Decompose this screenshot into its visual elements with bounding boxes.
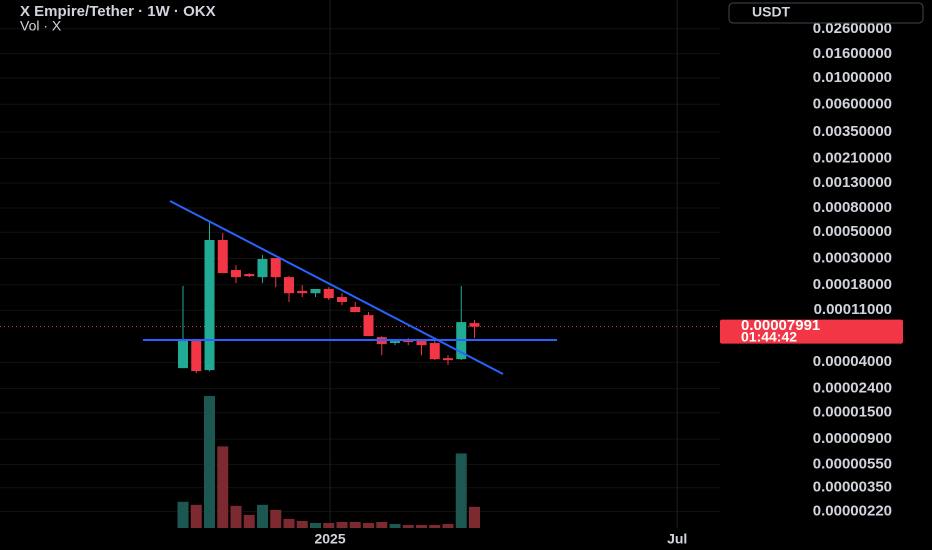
candle-body xyxy=(416,341,427,346)
x-tick-label: Jul xyxy=(667,531,687,547)
volume-bar xyxy=(283,518,295,528)
volume-pane xyxy=(177,396,480,528)
candle-body xyxy=(390,341,400,344)
descending-trendline xyxy=(169,200,504,375)
y-tick-label: 0.00350000 xyxy=(813,123,892,140)
volume-bar xyxy=(217,446,229,528)
currency-label[interactable]: USDT xyxy=(752,4,791,20)
candle-body xyxy=(403,340,414,343)
grid xyxy=(0,0,720,528)
y-tick-label: 0.00000350 xyxy=(813,479,892,496)
y-tick-label: 0.00018000 xyxy=(813,276,892,293)
candle-body xyxy=(469,323,480,327)
volume-bar xyxy=(296,520,308,528)
candle-body xyxy=(178,341,188,369)
y-tick-label: 0.00001500 xyxy=(813,404,892,421)
chart-title: X Empire/Tether · 1W · OKX xyxy=(20,3,216,20)
candle-body xyxy=(257,259,268,278)
volume-bar xyxy=(336,521,348,528)
price-axis: 0.02600000 0.01600000 0.01000000 0.00600000… xyxy=(314,20,903,547)
volume-bar xyxy=(455,453,467,528)
volume-bar xyxy=(177,501,189,528)
volume-bar xyxy=(429,524,441,528)
volume-legend: Vol · X xyxy=(20,18,62,34)
bar-countdown: 01:44:42 xyxy=(741,328,797,344)
last-price-box xyxy=(720,319,903,344)
candle-body xyxy=(323,289,334,299)
currency-button[interactable] xyxy=(728,2,924,24)
y-tick-label: 0.00210000 xyxy=(813,149,892,166)
volume-bar xyxy=(376,521,388,528)
candle-body xyxy=(443,358,453,361)
volume-bar xyxy=(323,522,335,528)
candle-body xyxy=(310,289,321,294)
candle-body xyxy=(244,274,255,277)
volume-bar xyxy=(190,504,202,528)
volume-bar xyxy=(469,506,480,528)
candle-body xyxy=(337,297,347,302)
y-tick-label: 0.00030000 xyxy=(813,250,892,267)
y-tick-label: 0.01000000 xyxy=(813,69,892,86)
y-tick-label: 0.00000550 xyxy=(813,455,892,472)
volume-bar xyxy=(230,505,242,528)
candle-body xyxy=(270,258,281,278)
volume-bar xyxy=(204,396,215,528)
last-price-label: 0.00007991 xyxy=(741,317,820,334)
volume-bar xyxy=(349,521,361,528)
y-tick-label: 0.00000900 xyxy=(813,430,892,447)
volume-bar xyxy=(402,524,414,528)
y-tick-label: 0.00600000 xyxy=(813,95,892,112)
candle-body xyxy=(284,277,294,294)
y-tick-label: 0.00000220 xyxy=(813,503,892,520)
y-tick-label: 0.01600000 xyxy=(813,45,892,62)
volume-bar xyxy=(243,514,255,528)
y-tick-label: 0.00080000 xyxy=(813,199,892,216)
volume-bar xyxy=(363,522,374,528)
volume-bar xyxy=(270,509,282,528)
volume-bar xyxy=(389,523,401,528)
candle-body xyxy=(297,290,308,294)
candle-body xyxy=(429,343,440,360)
y-tick-label: 0.00004000 xyxy=(813,353,892,370)
y-tick-label: 0.02600000 xyxy=(813,20,892,37)
y-tick-label: 0.00011000 xyxy=(814,301,892,318)
candle-body xyxy=(350,307,361,313)
volume-bar xyxy=(257,504,268,528)
candle-body xyxy=(191,341,202,372)
y-tick-label: 0.00002400 xyxy=(813,380,892,397)
volume-bar xyxy=(442,523,454,528)
x-tick-label: 2025 xyxy=(314,531,345,547)
y-tick-label: 0.00050000 xyxy=(813,223,892,240)
volume-bar xyxy=(310,522,321,528)
candle-body xyxy=(204,240,215,371)
y-tick-label: 0.00130000 xyxy=(813,174,892,191)
candle-body xyxy=(231,270,241,278)
candle-body xyxy=(217,240,228,274)
volume-bar xyxy=(416,524,427,528)
candle-body xyxy=(363,315,374,337)
